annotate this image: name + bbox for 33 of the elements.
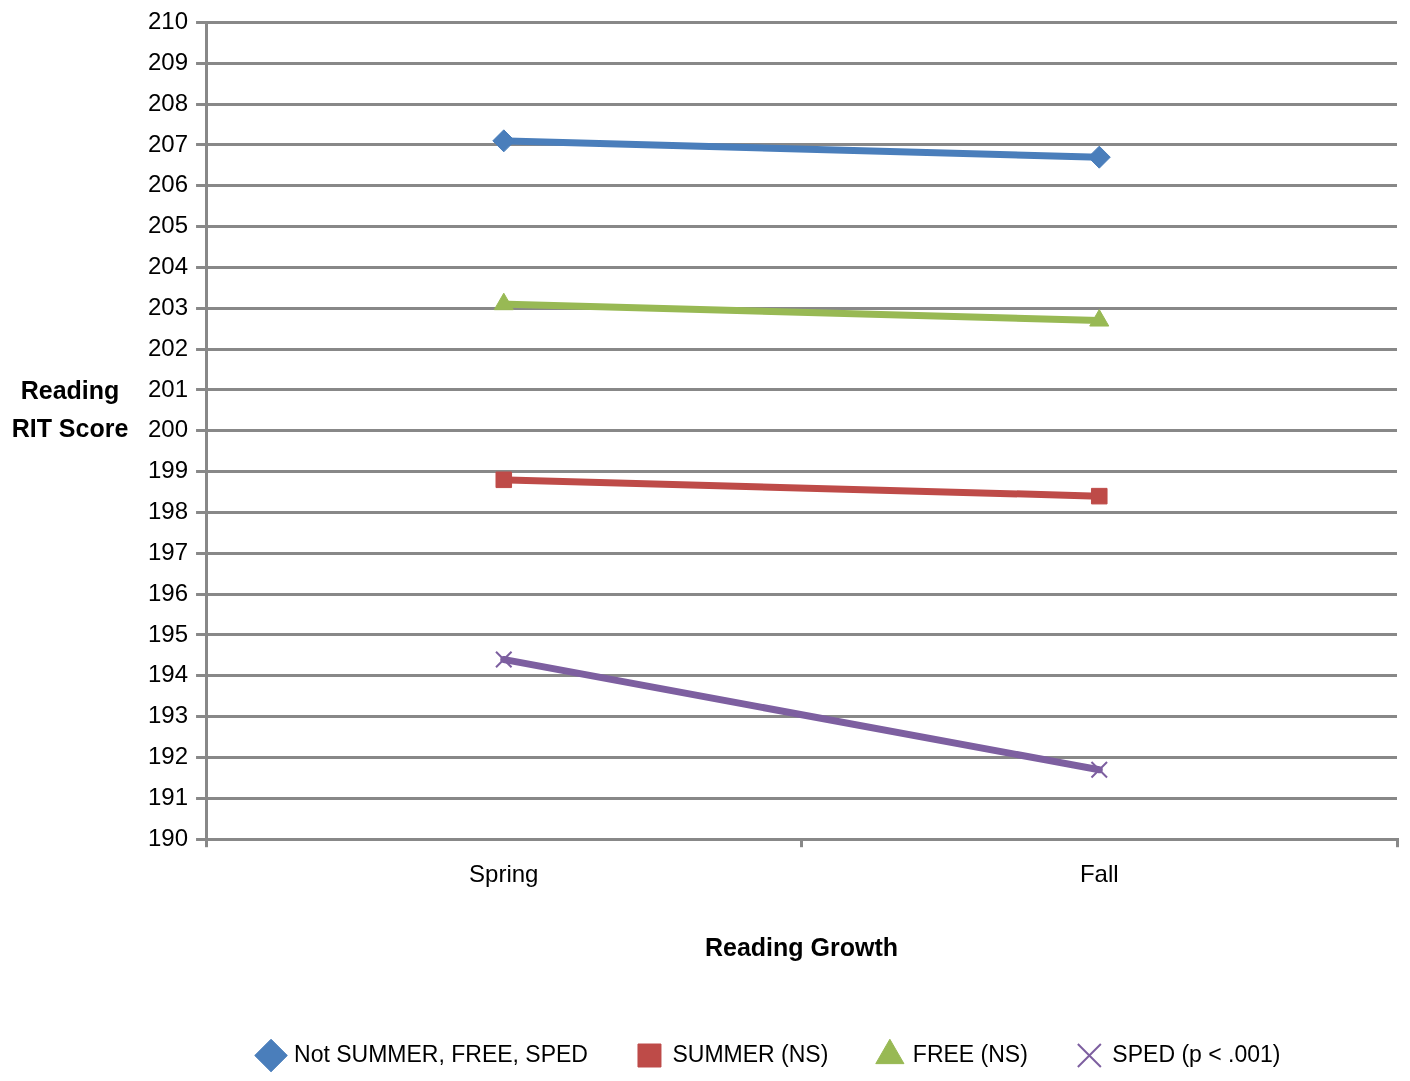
x-tick-label: Fall: [1079, 860, 1119, 888]
y-tick-label: 203: [148, 292, 189, 320]
legend-label: SPED (p < .001): [1112, 1040, 1281, 1067]
y-tick-label: 206: [148, 170, 189, 198]
y-tick-label: 198: [148, 497, 189, 525]
point: [495, 471, 513, 489]
point: [1090, 760, 1109, 779]
y-tick-label: 190: [148, 823, 189, 851]
y-tick-label: 193: [148, 701, 189, 729]
y-tick-label: 209: [148, 47, 189, 75]
y-tick-label: 201: [148, 374, 189, 402]
point: [495, 650, 513, 669]
y-tick-label: 195: [148, 619, 189, 647]
y-tick-label: 204: [148, 252, 189, 280]
y-tick-label: 196: [148, 578, 189, 606]
point: [1090, 487, 1108, 505]
y-tick-label: 194: [148, 660, 189, 688]
y-axis-title: Reading RIT Score: [11, 375, 129, 442]
y-tick-label: 205: [148, 211, 189, 239]
y-tick-label: 200: [148, 415, 189, 443]
y-tick-label: 197: [148, 537, 189, 565]
y-tick-label: 202: [148, 333, 189, 361]
legend-label: SUMMER (NS): [672, 1040, 829, 1067]
x-tick-label: Spring: [469, 860, 539, 888]
y-tick-label: 208: [148, 88, 189, 116]
legend-label: FREE (NS): [912, 1040, 1028, 1067]
y-tick-label: 207: [148, 129, 189, 157]
y-tick-label: 192: [148, 742, 189, 770]
y-tick-label: 199: [148, 456, 189, 484]
y-tick-label: 210: [148, 7, 189, 35]
legend-label: Not SUMMER, FREE, SPED: [294, 1040, 588, 1067]
y-tick-label: 191: [148, 782, 189, 810]
x-axis-title: Reading Growth: [704, 932, 899, 961]
